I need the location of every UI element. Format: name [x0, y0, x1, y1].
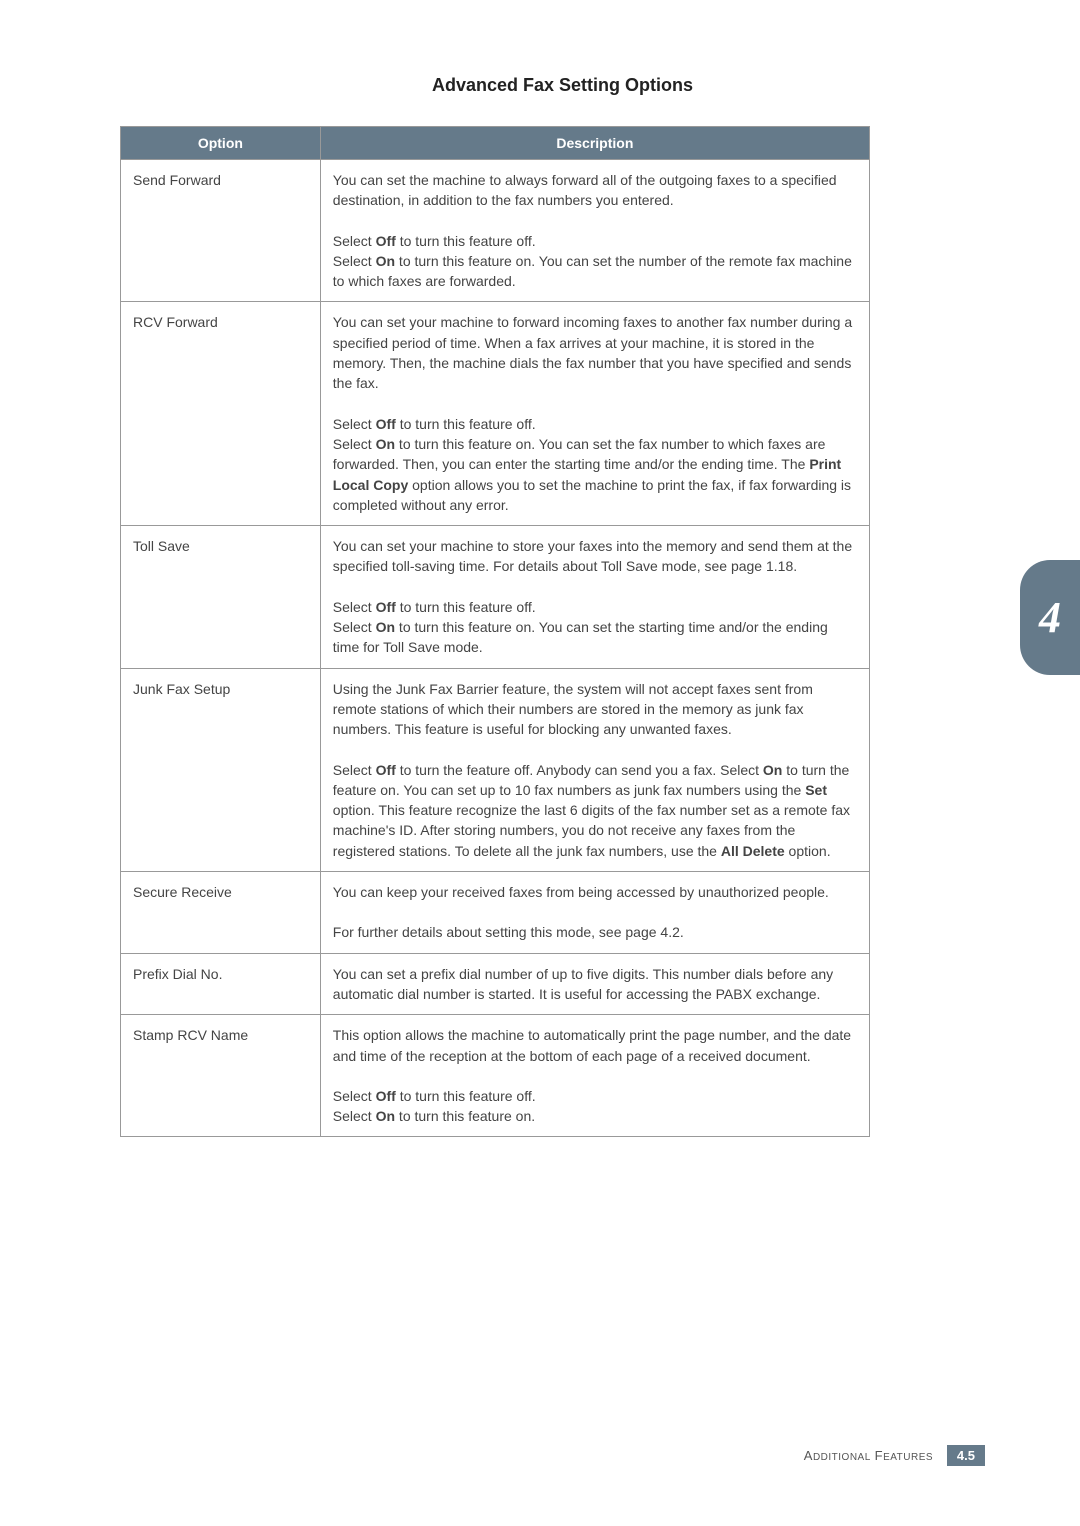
option-cell: Stamp RCV Name: [121, 1015, 321, 1137]
description-cell: This option allows the machine to automa…: [320, 1015, 869, 1076]
description-cell: For further details about setting this m…: [320, 912, 869, 953]
option-cell: RCV Forward: [121, 302, 321, 526]
description-cell: Select Off to turn the feature off. Anyb…: [320, 750, 869, 872]
description-cell: Using the Junk Fax Barrier feature, the …: [320, 668, 869, 749]
description-cell: You can set a prefix dial number of up t…: [320, 953, 869, 1015]
description-cell: Select Off to turn this feature off.Sele…: [320, 1076, 869, 1137]
col-header-option: Option: [121, 127, 321, 160]
description-cell: Select Off to turn this feature off.Sele…: [320, 587, 869, 668]
description-cell: Select Off to turn this feature off.Sele…: [320, 221, 869, 302]
options-table: Option Description Send ForwardYou can s…: [120, 126, 870, 1137]
description-cell: You can set the machine to always forwar…: [320, 160, 869, 221]
description-cell: Select Off to turn this feature off.Sele…: [320, 404, 869, 526]
option-cell: Prefix Dial No.: [121, 953, 321, 1015]
description-cell: You can set your machine to store your f…: [320, 526, 869, 587]
col-header-description: Description: [320, 127, 869, 160]
page-footer: ADDITIONAL FEATURES 4.5: [804, 1445, 985, 1466]
description-cell: You can set your machine to forward inco…: [320, 302, 869, 404]
chapter-tab: 4: [1020, 560, 1080, 675]
option-cell: Junk Fax Setup: [121, 668, 321, 871]
page-title: Advanced Fax Setting Options: [140, 75, 985, 96]
footer-section: ADDITIONAL FEATURES: [804, 1449, 937, 1463]
option-cell: Send Forward: [121, 160, 321, 302]
page-number: 4.5: [947, 1445, 985, 1466]
option-cell: Secure Receive: [121, 872, 321, 954]
option-cell: Toll Save: [121, 526, 321, 668]
description-cell: You can keep your received faxes from be…: [320, 872, 869, 913]
